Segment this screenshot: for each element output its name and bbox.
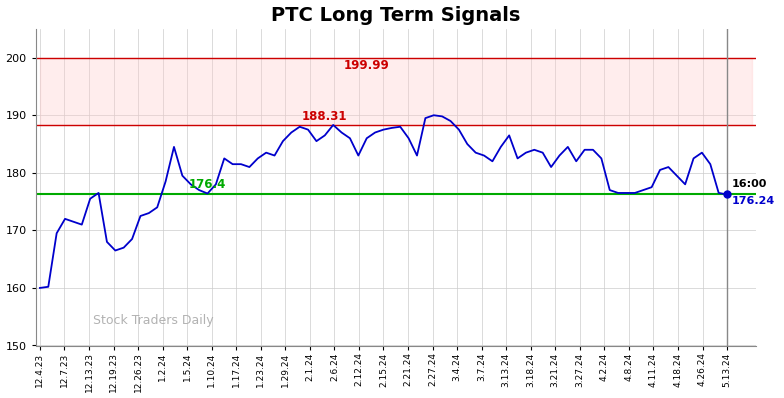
Text: 188.31: 188.31 bbox=[302, 110, 347, 123]
Text: 176.4: 176.4 bbox=[189, 178, 227, 191]
Text: Stock Traders Daily: Stock Traders Daily bbox=[93, 314, 214, 326]
Text: 16:00: 16:00 bbox=[731, 179, 767, 189]
Text: 199.99: 199.99 bbox=[344, 59, 390, 72]
Text: 176.24: 176.24 bbox=[731, 195, 775, 206]
Title: PTC Long Term Signals: PTC Long Term Signals bbox=[271, 6, 521, 25]
